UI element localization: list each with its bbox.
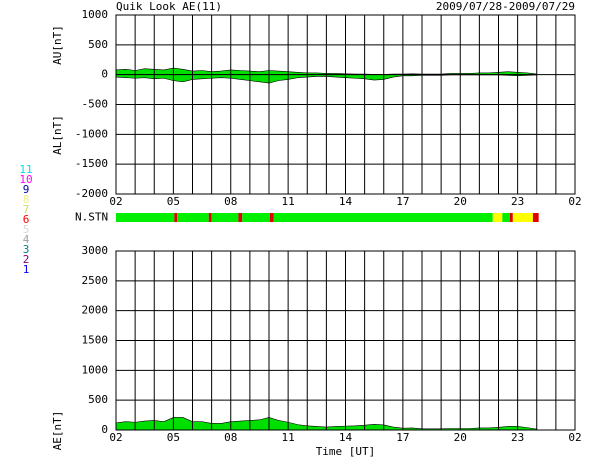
station-segment: [238, 213, 243, 222]
chart-subtitle: 2009/07/28-2009/07/29: [436, 0, 575, 13]
y-tick-label: 2000: [82, 304, 109, 317]
legend-entry: 11: [19, 163, 32, 176]
area: [115, 417, 538, 431]
y-tick-label: -1000: [75, 127, 108, 140]
station-segment: [492, 213, 503, 222]
station-segment: [242, 213, 270, 222]
legend-entry: 6: [23, 213, 30, 226]
y-axis-label: AL[nT]: [51, 115, 64, 155]
y-tick-label: 2500: [82, 274, 109, 287]
legend-entry: 10: [19, 173, 32, 186]
legend-entry: 8: [23, 193, 30, 206]
y-tick-label: 0: [101, 423, 108, 436]
x-tick-label: 02: [568, 431, 581, 444]
area: [115, 67, 538, 75]
station-segment: [512, 213, 533, 222]
y-tick-label: 500: [88, 393, 108, 406]
x-tick-label: 14: [339, 195, 353, 208]
y-tick-label: 500: [88, 38, 108, 51]
x-tick-label: 11: [282, 431, 295, 444]
station-segment: [269, 213, 274, 222]
y-tick-label: 0: [101, 68, 108, 81]
y-tick-label: -1500: [75, 157, 108, 170]
legend-entry: 2: [23, 253, 30, 266]
x-tick-label: 08: [224, 195, 237, 208]
x-tick-label: 02: [568, 195, 581, 208]
station-segment: [502, 213, 510, 222]
station-segment: [208, 213, 212, 222]
chart-title: Quik Look AE(11): [116, 0, 222, 13]
station-segment: [273, 213, 493, 222]
legend-entry: 7: [23, 203, 30, 216]
legend-entry: 4: [23, 233, 30, 246]
y-tick-label: 1500: [82, 334, 109, 347]
y-tick-label: 3000: [82, 244, 109, 257]
x-tick-label: 20: [454, 431, 467, 444]
x-axis-label: Time [UT]: [316, 445, 376, 458]
legend-entry: 9: [23, 183, 30, 196]
station-bar-label: N.STN: [75, 211, 108, 224]
station-segment: [509, 213, 513, 222]
y-tick-label: 1000: [82, 8, 109, 21]
y-axis-label: AE[nT]: [51, 411, 64, 451]
x-tick-label: 17: [396, 195, 409, 208]
station-segment: [532, 213, 539, 222]
y-tick-label: 1000: [82, 363, 109, 376]
x-tick-label: 11: [282, 195, 295, 208]
x-tick-label: 02: [109, 195, 122, 208]
x-tick-label: 23: [511, 431, 524, 444]
y-tick-label: -500: [82, 98, 109, 111]
y-tick-label: -2000: [75, 187, 108, 200]
x-tick-label: 02: [109, 431, 122, 444]
legend-entry: 5: [23, 223, 30, 236]
x-tick-label: 17: [396, 431, 409, 444]
legend-entry: 3: [23, 243, 30, 256]
station-segment: [177, 213, 209, 222]
y-axis-label: AU[nT]: [51, 25, 64, 65]
plot-frame: [115, 250, 576, 431]
plot-frame: [115, 14, 576, 195]
station-segment: [174, 213, 178, 222]
x-tick-label: 08: [224, 431, 237, 444]
x-tick-label: 05: [167, 431, 180, 444]
station-segment: [211, 213, 239, 222]
x-tick-label: 23: [511, 195, 524, 208]
legend-entry: 1: [23, 263, 30, 276]
x-tick-label: 05: [167, 195, 180, 208]
station-segment: [116, 213, 175, 222]
x-tick-label: 14: [339, 431, 353, 444]
x-tick-label: 20: [454, 195, 467, 208]
